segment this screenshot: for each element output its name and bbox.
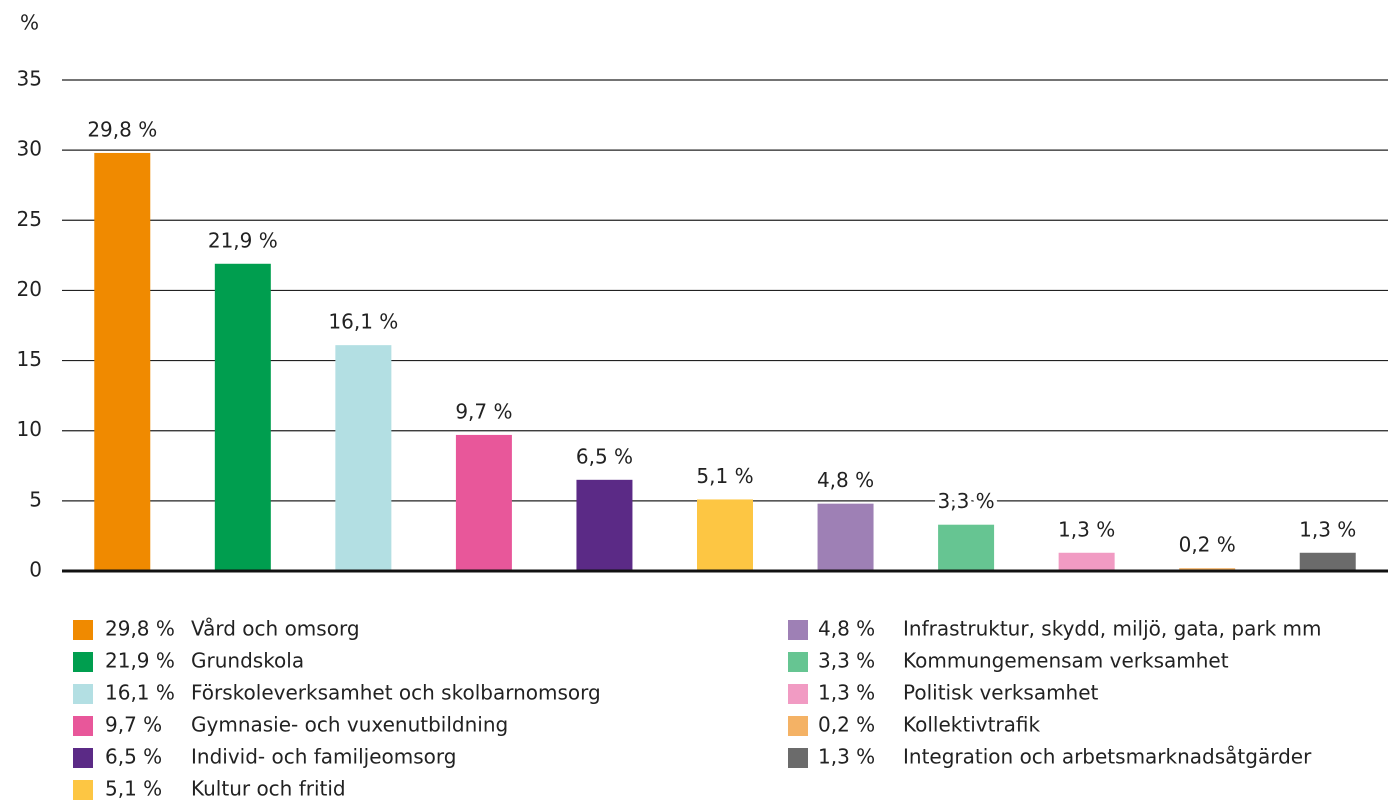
legend-value: 1,3 % <box>818 681 875 705</box>
bar <box>1299 552 1356 571</box>
legend-label: Grundskola <box>191 649 304 673</box>
y-tick-label: 0 <box>29 558 42 582</box>
legend-label: Infrastruktur, skydd, miljö, gata, park … <box>903 617 1321 641</box>
bar <box>1058 552 1115 571</box>
y-tick-label: 25 <box>17 207 42 231</box>
legend-label: Förskoleverksamhet och skolbarnomsorg <box>191 681 601 705</box>
legend-label: Vård och omsorg <box>191 617 360 641</box>
legend-swatch <box>73 620 93 640</box>
bar <box>576 479 633 571</box>
legend-value: 3,3 % <box>818 649 875 673</box>
y-tick-label: 20 <box>17 277 42 301</box>
legend-value: 29,8 % <box>105 617 175 641</box>
legend-swatch <box>73 652 93 672</box>
value-label: 4,8 % <box>817 468 874 492</box>
y-tick-label: 15 <box>17 347 42 371</box>
value-label: 1,3 % <box>1058 517 1115 541</box>
value-label: 3,3 % <box>938 489 995 513</box>
legend-label: Kommungemensam verksamhet <box>903 649 1229 673</box>
legend-swatch <box>788 748 808 768</box>
y-axis-label: % <box>20 11 39 35</box>
legend-swatch <box>788 716 808 736</box>
bar <box>938 524 995 571</box>
legend-swatch <box>73 748 93 768</box>
value-label: 29,8 % <box>87 117 157 141</box>
legend-swatch <box>788 684 808 704</box>
value-label: 21,9 % <box>208 228 278 252</box>
legend-label: Individ- och familjeomsorg <box>191 745 456 769</box>
bar <box>697 499 753 571</box>
legend-swatch <box>73 684 93 704</box>
y-tick-label: 5 <box>29 487 42 511</box>
value-label: 16,1 % <box>328 310 398 334</box>
legend-swatch <box>73 716 93 736</box>
legend-label: Integration och arbetsmarknadsåtgärder <box>903 745 1312 769</box>
value-label: 1,3 % <box>1299 517 1356 541</box>
legend-value: 5,1 % <box>105 777 162 800</box>
legend-swatch <box>788 652 808 672</box>
y-tick-label: 10 <box>17 417 42 441</box>
value-label: 6,5 % <box>576 444 633 468</box>
legend-label: Kultur och fritid <box>191 777 346 800</box>
value-label: 9,7 % <box>455 399 512 423</box>
legend-swatch <box>788 620 808 640</box>
value-label: 0,2 % <box>1179 533 1236 557</box>
bar <box>817 503 874 571</box>
y-tick-label: 35 <box>17 67 42 91</box>
legend-swatch <box>73 780 93 800</box>
legend-value: 21,9 % <box>105 649 175 673</box>
legend-label: Kollektivtrafik <box>903 713 1041 737</box>
legend-value: 16,1 % <box>105 681 175 705</box>
bar <box>214 263 271 571</box>
value-label: 5,1 % <box>696 464 753 488</box>
bar <box>455 434 512 571</box>
y-tick-label: 30 <box>17 137 42 161</box>
bar <box>94 152 151 571</box>
legend-value: 9,7 % <box>105 713 162 737</box>
legend-label: Politisk verksamhet <box>903 681 1099 705</box>
legend-value: 1,3 % <box>818 745 875 769</box>
legend-value: 0,2 % <box>818 713 875 737</box>
legend-value: 6,5 % <box>105 745 162 769</box>
bar <box>335 345 392 571</box>
legend-label: Gymnasie- och vuxenutbildning <box>191 713 508 737</box>
legend-value: 4,8 % <box>818 617 875 641</box>
